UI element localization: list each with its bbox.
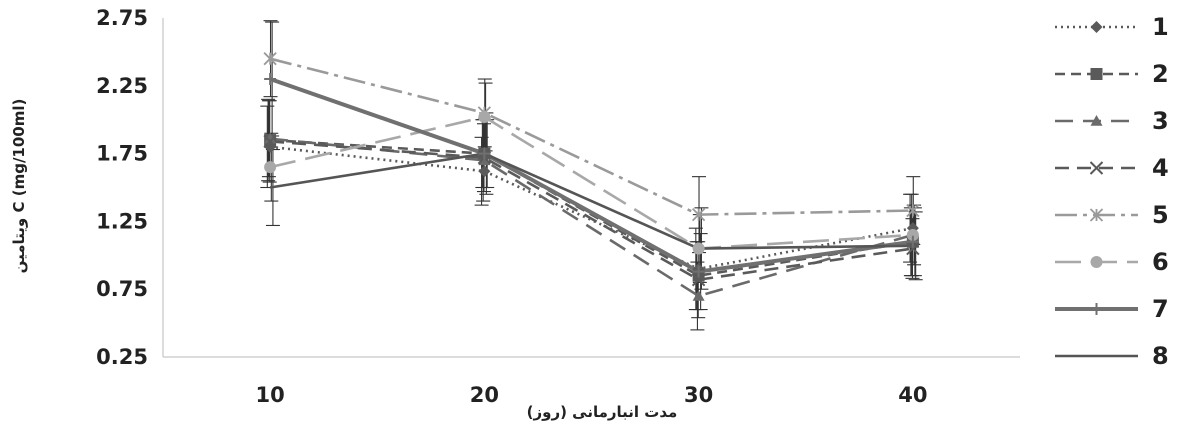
y-axis-title: ویتامین C (mg/100ml) bbox=[10, 99, 28, 274]
series-line-8 bbox=[269, 152, 913, 250]
y-tick-labels: 0.25 0.75 1.25 1.75 2.25 2.75 bbox=[96, 6, 148, 369]
data-point-7 bbox=[692, 265, 705, 278]
legend-label: 4 bbox=[1152, 154, 1169, 182]
legend-item-8: 8 bbox=[1055, 342, 1169, 370]
data-point-4 bbox=[691, 273, 706, 287]
legend-marker bbox=[1090, 115, 1103, 126]
y-tick-label: 2.25 bbox=[96, 74, 148, 98]
legend-marker bbox=[1090, 68, 1103, 80]
legend-item-5: 5 bbox=[1055, 201, 1169, 229]
legend-item-4: 4 bbox=[1055, 154, 1169, 182]
series-markers bbox=[263, 52, 920, 301]
data-point-6 bbox=[692, 242, 705, 255]
data-point-3 bbox=[478, 154, 491, 166]
data-point-5 bbox=[906, 203, 920, 218]
legend-marker bbox=[1090, 303, 1103, 315]
legend-label: 2 bbox=[1152, 60, 1169, 88]
y-tick-label: 1.25 bbox=[96, 209, 148, 233]
legend-label: 1 bbox=[1152, 13, 1169, 41]
error-bars bbox=[260, 20, 923, 331]
legend-marker bbox=[1090, 256, 1103, 268]
legend-marker bbox=[1090, 21, 1103, 33]
legend-label: 8 bbox=[1152, 342, 1169, 370]
legend: 1 2 3 4 5 6 7 8 bbox=[1055, 13, 1169, 370]
x-axis-title: مدت انبارمانی (روز) bbox=[527, 403, 678, 421]
series-line-1 bbox=[269, 145, 914, 271]
data-point-6 bbox=[264, 161, 277, 174]
series-line-7 bbox=[269, 77, 914, 274]
series-lines bbox=[269, 57, 914, 298]
x-tick-label: 40 bbox=[898, 383, 927, 407]
x-tick-label: 20 bbox=[470, 383, 499, 407]
legend-marker bbox=[1089, 208, 1104, 222]
x-tick-label: 10 bbox=[256, 383, 285, 407]
legend-marker bbox=[1089, 161, 1104, 175]
y-tick-label: 0.25 bbox=[96, 345, 148, 369]
series-line-5 bbox=[269, 57, 913, 216]
data-point-6 bbox=[906, 228, 919, 241]
data-point-7 bbox=[478, 147, 491, 160]
data-point-1 bbox=[478, 165, 491, 178]
legend-label: 7 bbox=[1152, 295, 1169, 323]
data-point-4 bbox=[906, 241, 920, 256]
data-point-7 bbox=[906, 235, 919, 248]
legend-label: 6 bbox=[1152, 248, 1169, 276]
legend-item-6: 6 bbox=[1055, 248, 1169, 276]
data-point-7 bbox=[264, 73, 277, 86]
legend-item-1: 1 bbox=[1055, 13, 1169, 41]
y-tick-label: 1.75 bbox=[96, 142, 148, 166]
x-tick-labels: 10 20 30 40 bbox=[256, 383, 928, 407]
y-tick-label: 2.75 bbox=[96, 6, 148, 30]
data-point-5 bbox=[263, 52, 277, 66]
legend-item-2: 2 bbox=[1055, 60, 1169, 88]
data-point-3 bbox=[264, 132, 277, 144]
legend-item-7: 7 bbox=[1055, 295, 1169, 323]
legend-label: 3 bbox=[1152, 107, 1169, 135]
data-point-6 bbox=[478, 110, 491, 123]
series-line-3 bbox=[269, 137, 914, 298]
legend-label: 5 bbox=[1152, 201, 1169, 229]
series-line-4 bbox=[270, 140, 914, 282]
axes bbox=[162, 18, 1020, 358]
y-tick-label: 0.75 bbox=[96, 277, 148, 301]
legend-item-3: 3 bbox=[1055, 107, 1169, 135]
data-point-4 bbox=[263, 134, 277, 149]
x-tick-label: 30 bbox=[684, 383, 713, 407]
data-point-3 bbox=[692, 289, 705, 301]
series-line-6 bbox=[269, 115, 913, 250]
data-point-5 bbox=[691, 207, 706, 222]
